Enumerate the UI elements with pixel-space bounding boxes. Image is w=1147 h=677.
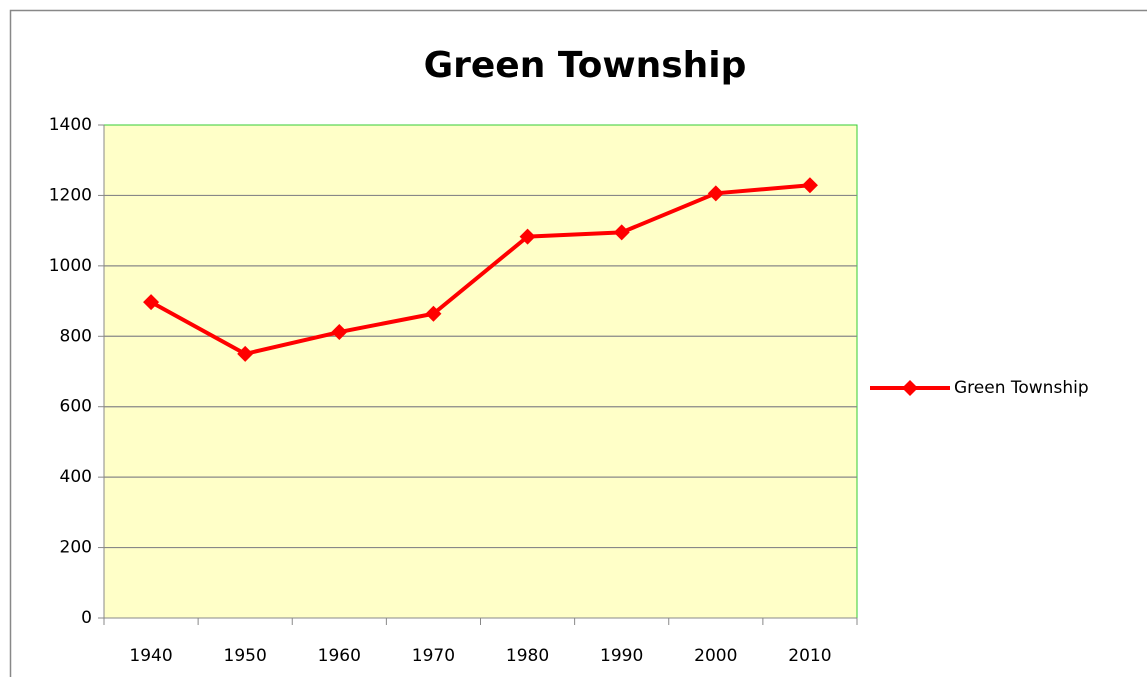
legend-label: Green Township: [954, 378, 1089, 398]
point-marker: [237, 345, 254, 362]
point-marker: [331, 324, 348, 341]
chart-border: [9, 9, 1147, 677]
plot-area: [103, 124, 858, 619]
point-marker: [519, 228, 536, 245]
y-tick-label: 1200: [49, 185, 92, 205]
x-tick-label: 2000: [694, 646, 737, 666]
x-tick-label: 1960: [318, 646, 361, 666]
point-marker: [425, 305, 442, 322]
x-tick-label: 1980: [506, 646, 549, 666]
series-line: [150, 183, 811, 356]
x-tick-label: 1950: [224, 646, 267, 666]
x-tick-label: 1970: [412, 646, 455, 666]
point-marker: [801, 177, 818, 194]
y-tick-label: 1000: [49, 256, 92, 276]
y-tick-label: 200: [60, 538, 92, 558]
y-tick-label: 0: [81, 608, 92, 628]
point-marker: [613, 224, 630, 241]
y-tick-label: 600: [60, 397, 92, 417]
y-tick-label: 800: [60, 326, 92, 346]
y-tick-label: 400: [60, 467, 92, 487]
point-marker: [707, 185, 724, 202]
x-tick-label: 1990: [600, 646, 643, 666]
legend-marker: [902, 380, 918, 396]
x-tick-label: 2010: [788, 646, 831, 666]
chart-title: Green Township: [424, 45, 747, 86]
y-tick-label: 1400: [49, 115, 92, 135]
x-tick-label: 1940: [129, 646, 172, 666]
point-marker: [143, 294, 160, 311]
